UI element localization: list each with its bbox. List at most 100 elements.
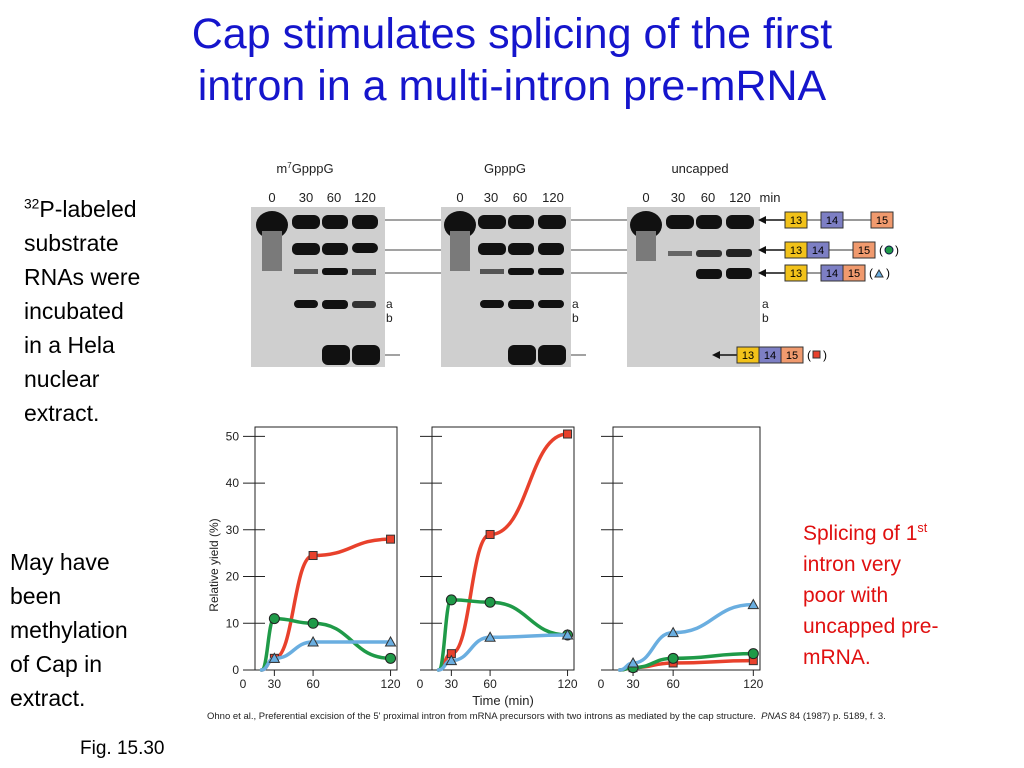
x-tick-label: 120 [558,677,578,691]
gel-band [480,300,504,308]
square-marker [563,429,573,439]
exon-15-box [852,241,876,259]
gel-panel-label-m7gpppg: m7GpppG [276,161,333,176]
gel-band [508,243,534,255]
gel-band [292,243,320,255]
triangle-marker [307,635,319,647]
x-tick-label: 30 [445,677,459,691]
gel-band [726,268,752,279]
isotope-superscript: 32 [24,196,40,212]
citation-journal: PNAS [761,711,787,722]
note-line: May have [10,549,110,575]
paren: ) [823,348,827,362]
square-marker [386,534,396,544]
gel-band [508,215,534,229]
circle-icon [884,245,894,255]
uncapped-splicing-note: Splicing of 1st intron very poor with un… [803,518,1018,673]
arrow-icon [712,351,720,359]
x-tick-label: 120 [381,677,401,691]
exon-label: 15 [786,350,798,362]
exon-15-box [780,346,804,364]
y-tick-label: 20 [226,570,240,584]
lane-label: 0 [456,190,463,205]
circle-marker [268,613,280,625]
x-axis-label: Time (min) [472,693,534,708]
gel-band [538,215,566,229]
lane-label: 120 [354,190,376,205]
series-line [617,651,756,672]
paren: ) [895,243,899,257]
exon-label: 14 [812,245,824,257]
y-tick-label: 40 [226,476,240,490]
triangle-marker [384,635,397,647]
gel-band [480,269,504,274]
gel-band [696,250,722,257]
gel-band [508,268,534,275]
x-tick-label: 30 [268,677,282,691]
series-line [259,537,393,672]
x-origin-label: 0 [417,677,424,691]
triangle-marker [268,652,281,663]
gel-band [538,345,566,365]
y-tick-label: 50 [226,429,240,443]
lane-label: 0 [642,190,649,205]
paren: ) [886,266,890,280]
lane-label: 0 [268,190,275,205]
lane-label: 120 [729,190,751,205]
note-pre: Splicing of 1 [803,522,918,545]
gel-band [322,300,348,309]
methylation-note: May have been methylation of Cap in extr… [10,545,180,715]
square-marker [308,551,318,561]
gel-band [322,243,348,255]
circle-marker [445,594,457,606]
triangle-marker [445,654,458,666]
unit-label: min [760,190,781,205]
gel-band [478,243,506,255]
arrow-icon [758,246,766,254]
y-tick-label: 10 [226,616,240,630]
red-line: poor with [803,584,889,607]
note-line: been [10,583,62,609]
triangle-icon [874,268,884,278]
lane-label: 30 [671,190,685,205]
lane-label: 60 [327,190,341,205]
gel-smear [636,231,656,261]
band-letter: a [386,297,393,311]
triangle-marker [561,628,574,640]
desc-line: RNAs were [24,264,141,290]
gel-band [538,268,564,275]
triangle-marker [627,656,639,668]
x-tick-label: 60 [483,677,497,691]
red-line: uncapped pre- [803,615,939,638]
gel-band [538,243,564,255]
gel-band [352,269,376,275]
charts-layer: 0 10 20 30 40 50 0 30 60 120 0 30 60 120 0 30 60 120 [226,426,764,691]
gel-band [726,215,754,229]
exon-label: 15 [848,268,860,280]
exon-label: 13 [790,215,802,227]
gel-band [508,345,536,365]
ordinal-superscript: st [917,521,928,535]
paren: ( [869,266,873,280]
band-letter: b [572,311,579,325]
chart-panel: 0 10 20 30 40 50 0 30 60 120 [226,426,401,691]
desc-line: incubated [24,298,124,324]
red-line: mRNA. [803,646,871,669]
chart-frame [612,426,761,671]
substrate-description: 32P-labeled substrate RNAs were incubate… [24,192,184,430]
circle-marker [307,617,319,629]
circle-marker [484,596,496,608]
triangle-marker [747,598,760,610]
exon-label: 15 [876,215,888,227]
triangle-marker [667,626,679,638]
exon-label: 14 [764,350,776,362]
square-marker [485,529,495,539]
gel-smear [262,231,282,271]
gel-panel-label: uncapped [671,161,728,176]
chart-panel: 0 30 60 120 [417,426,578,691]
species-diagrams: 13 14 15 13 14 15 ( ) 13 14 15 ( ) [712,211,899,364]
gel-band [666,215,694,229]
circle-marker [667,652,679,664]
x-origin-label: 0 [240,677,247,691]
series-line [436,598,570,672]
